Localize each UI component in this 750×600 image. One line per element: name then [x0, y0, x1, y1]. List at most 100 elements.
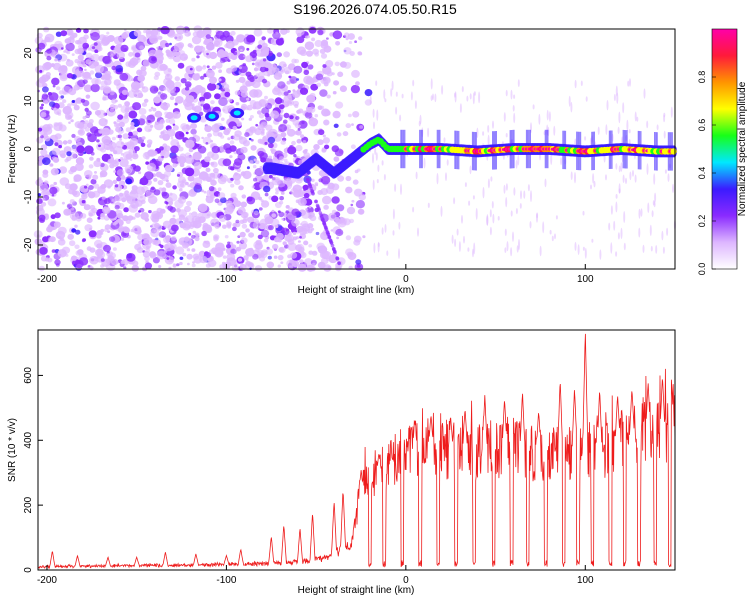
noise-blob: [125, 178, 133, 185]
noise-blob: [197, 31, 203, 37]
noise-blob: [319, 89, 328, 97]
noise-blob: [187, 43, 193, 48]
noise-blob: [108, 252, 116, 259]
noise-blob: [235, 79, 240, 83]
noise-blob: [201, 230, 207, 237]
noise-blob: [156, 46, 160, 49]
noise-blob: [191, 248, 196, 252]
noise-blob: [194, 232, 200, 237]
noise-blob: [36, 198, 43, 205]
noise-blob: [121, 193, 128, 199]
noise-blob: [296, 36, 305, 44]
noise-blob: [137, 74, 145, 82]
noise-blob: [69, 199, 75, 204]
noise-blob: [337, 261, 342, 266]
noise-blob: [227, 241, 231, 245]
noise-blob: [287, 146, 297, 155]
noise-blob: [430, 95, 433, 101]
noise-blob: [270, 63, 277, 71]
noise-blob: [73, 104, 80, 111]
noise-blob: [208, 186, 215, 192]
noise-blob: [568, 95, 571, 107]
noise-blob: [202, 222, 209, 229]
noise-blob: [283, 63, 287, 68]
noise-blob: [513, 187, 516, 196]
noise-blob: [262, 58, 267, 62]
noise-blob: [103, 228, 109, 232]
noise-blob: [88, 164, 94, 169]
noise-blob: [339, 85, 347, 92]
noise-blob: [268, 174, 273, 179]
noise-blob: [646, 163, 649, 175]
noise-blob: [164, 42, 170, 48]
noise-blob: [325, 60, 334, 68]
noise-blob: [164, 111, 169, 116]
noise-blob: [120, 237, 125, 241]
noise-blob: [188, 176, 193, 181]
noise-blob: [71, 100, 76, 103]
noise-blob: [615, 251, 618, 257]
noise-blob: [191, 35, 202, 45]
noise-blob: [197, 213, 203, 218]
noise-blob: [141, 86, 149, 93]
noise-blob: [191, 57, 196, 62]
noise-blob: [297, 108, 304, 114]
noise-blob: [59, 177, 70, 186]
noise-blob: [84, 224, 93, 232]
noise-blob: [90, 126, 99, 134]
noise-blob: [268, 128, 278, 138]
noise-blob: [156, 250, 167, 260]
noise-blob: [40, 191, 47, 197]
noise-blob: [214, 94, 220, 99]
noise-blob: [299, 87, 309, 95]
noise-blob: [646, 120, 649, 129]
noise-blob: [262, 225, 268, 230]
noise-blob: [125, 61, 132, 67]
noise-blob: [52, 62, 62, 71]
noise-blob: [152, 257, 160, 264]
noise-blob: [235, 219, 240, 224]
noise-blob: [335, 265, 342, 272]
noise-blob: [260, 199, 264, 203]
noise-blob: [178, 214, 185, 220]
y-tick-label: 200: [23, 496, 34, 513]
noise-blob: [60, 71, 69, 80]
noise-blob: [71, 216, 77, 221]
noise-blob: [570, 171, 573, 180]
noise-blob: [394, 183, 397, 192]
noise-blob: [136, 226, 141, 231]
noise-blob: [610, 242, 613, 254]
noise-blob: [632, 170, 634, 177]
noise-blob: [231, 264, 240, 272]
noise-blob: [203, 105, 212, 113]
noise-blob: [312, 48, 319, 55]
noise-blob: [351, 123, 354, 126]
noise-blob: [252, 221, 262, 230]
noise-blob: [57, 226, 67, 235]
noise-blob: [359, 125, 364, 129]
noise-blob: [374, 147, 377, 156]
noise-blob: [114, 158, 120, 163]
noise-blob: [298, 120, 308, 129]
noise-blob: [351, 199, 355, 203]
noise-blob: [299, 223, 303, 226]
noise-blob: [49, 163, 54, 167]
noise-blob: [323, 264, 332, 272]
noise-blob: [289, 265, 293, 269]
noise-blob: [395, 91, 398, 97]
noise-blob: [181, 179, 187, 184]
noise-blob: [83, 204, 91, 211]
y-tick-label: 0: [23, 567, 34, 573]
noise-blob: [138, 171, 142, 175]
noise-blob: [75, 229, 81, 235]
noise-blob: [189, 224, 194, 230]
noise-blob: [43, 26, 50, 33]
noise-blob: [210, 212, 218, 219]
noise-blob: [333, 123, 339, 128]
noise-blob: [352, 179, 359, 185]
noise-blob: [273, 255, 278, 259]
noise-blob: [623, 242, 626, 251]
noise-blob: [585, 96, 588, 102]
noise-blob: [47, 198, 57, 207]
noise-blob: [372, 152, 374, 164]
